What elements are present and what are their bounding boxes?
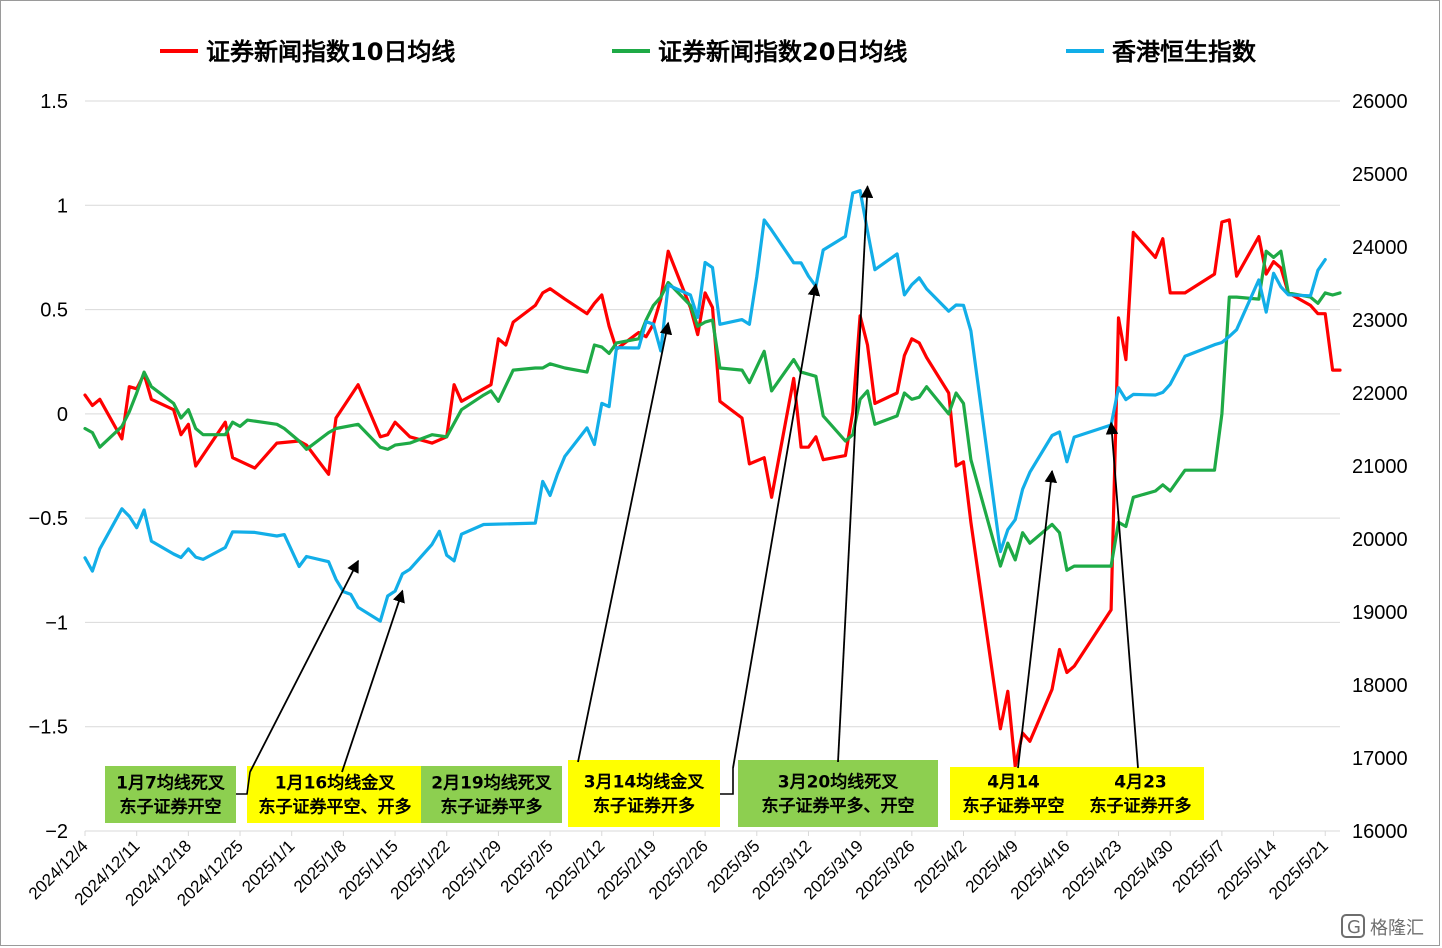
- y-right-tick-label: 21000: [1352, 456, 1408, 478]
- annotation-box: [568, 760, 720, 827]
- annotation-text: 2月19均线死叉: [431, 773, 552, 794]
- x-tick-label: 2025/4/2: [910, 836, 970, 896]
- annotation-text: 东子证券平空: [963, 796, 1065, 817]
- annotation-text: 3月20均线死叉: [778, 772, 899, 793]
- annotation-connector: [720, 768, 734, 795]
- annotation-box: [738, 760, 938, 827]
- legend-item-10day: 证券新闻指数10日均线: [160, 38, 455, 66]
- y-left-tick-label: 0.5: [40, 300, 68, 322]
- annotation-arrow: [1105, 421, 1139, 769]
- annotation-text: 东子证券开多: [593, 796, 695, 817]
- legend: 证券新闻指数10日均线 证券新闻指数20日均线 香港恒生指数: [160, 38, 1257, 66]
- y-right-tick-label: 17000: [1352, 748, 1408, 770]
- annotation-box: [421, 766, 562, 823]
- annotation-text: 东子证券平空、开多: [259, 797, 412, 818]
- watermark-logo-glyph: G: [1347, 917, 1361, 938]
- y-right-tick-label: 22000: [1352, 383, 1408, 405]
- x-tick-label: 2025/1/1: [238, 836, 298, 896]
- legend-item-20day: 证券新闻指数20日均线: [612, 38, 907, 66]
- series-line-hsi: [83, 189, 1327, 623]
- watermark-logo-icon: [1341, 914, 1365, 938]
- y-right-tick-label: 23000: [1352, 310, 1408, 332]
- y-right-tick-label: 16000: [1352, 821, 1408, 843]
- y-left-tick-label: 1.5: [40, 91, 68, 113]
- watermark-text: 格隆汇: [1370, 918, 1424, 939]
- y-right-tick-label: 19000: [1352, 602, 1408, 624]
- annotation-arrow: [249, 559, 359, 773]
- gridlines: [85, 100, 1340, 832]
- legend-label-hsi: 香港恒生指数: [1112, 38, 1257, 66]
- annotation-box: [105, 766, 236, 823]
- annotation-box: [1077, 767, 1204, 820]
- annotation-arrows: [236, 185, 1139, 795]
- watermark: G 格隆汇: [1341, 914, 1424, 939]
- annotation-text: 4月23: [1114, 773, 1167, 793]
- y-right-tick-label: 24000: [1352, 237, 1408, 259]
- annotation-arrow: [732, 282, 821, 769]
- annotation-box: [247, 766, 423, 823]
- y-right-tick-label: 18000: [1352, 675, 1408, 697]
- annotation-text: 3月14均线金叉: [584, 772, 705, 793]
- y-right-tick-label: 26000: [1352, 91, 1408, 113]
- y-right-tick-label: 25000: [1352, 164, 1408, 186]
- legend-label-10day: 证券新闻指数10日均线: [206, 38, 455, 66]
- y-right-tick-label: 20000: [1352, 529, 1408, 551]
- y-left-tick-label: 1: [57, 195, 68, 217]
- annotation-text: 东子证券开空: [120, 797, 222, 818]
- annotation-text: 1月16均线金叉: [275, 773, 396, 794]
- annotation-arrow: [1017, 469, 1058, 769]
- annotation-text: 东子证券平多: [441, 797, 543, 818]
- annotation-arrow: [577, 321, 673, 763]
- y-left-tick-label: −2: [45, 821, 68, 843]
- series-lines: [83, 189, 1342, 768]
- annotation-text: 东子证券开多: [1090, 796, 1192, 817]
- legend-label-20day: 证券新闻指数20日均线: [658, 38, 907, 66]
- y-axis-left: 1.5 1 0.5 0 −0.5 −1 −1.5 −2: [29, 91, 68, 843]
- annotations: 1月7均线死叉东子证券开空1月16均线金叉东子证券平空、开多2月19均线死叉东子…: [105, 760, 1204, 827]
- y-left-tick-label: −1: [45, 612, 68, 634]
- annotation-arrow: [341, 589, 405, 773]
- y-left-tick-label: −0.5: [29, 508, 68, 530]
- annotation-arrow: [837, 185, 874, 763]
- annotation-0423: 4月23 东子证券开多: [1077, 767, 1204, 820]
- series-line-10day: [83, 218, 1342, 768]
- series-line-20day: [83, 249, 1342, 572]
- annotation-connector: [236, 771, 251, 795]
- legend-item-hsi: 香港恒生指数: [1066, 38, 1257, 66]
- y-left-tick-label: −1.5: [29, 717, 68, 739]
- annotation-text: 4月14: [987, 773, 1040, 793]
- annotation-text: 1月7均线死叉: [116, 773, 226, 794]
- annotation-0414: 4月14 东子证券平空: [950, 767, 1077, 820]
- annotation-text: 东子证券平多、开空: [762, 796, 915, 817]
- y-left-tick-label: 0: [57, 404, 68, 426]
- annotation-box: [950, 767, 1077, 820]
- x-axis: 2024/12/42024/12/112024/12/182024/12/252…: [25, 830, 1340, 910]
- y-axis-right: 26000 25000 24000 23000 22000 21000 20000 19000…: [1352, 91, 1408, 843]
